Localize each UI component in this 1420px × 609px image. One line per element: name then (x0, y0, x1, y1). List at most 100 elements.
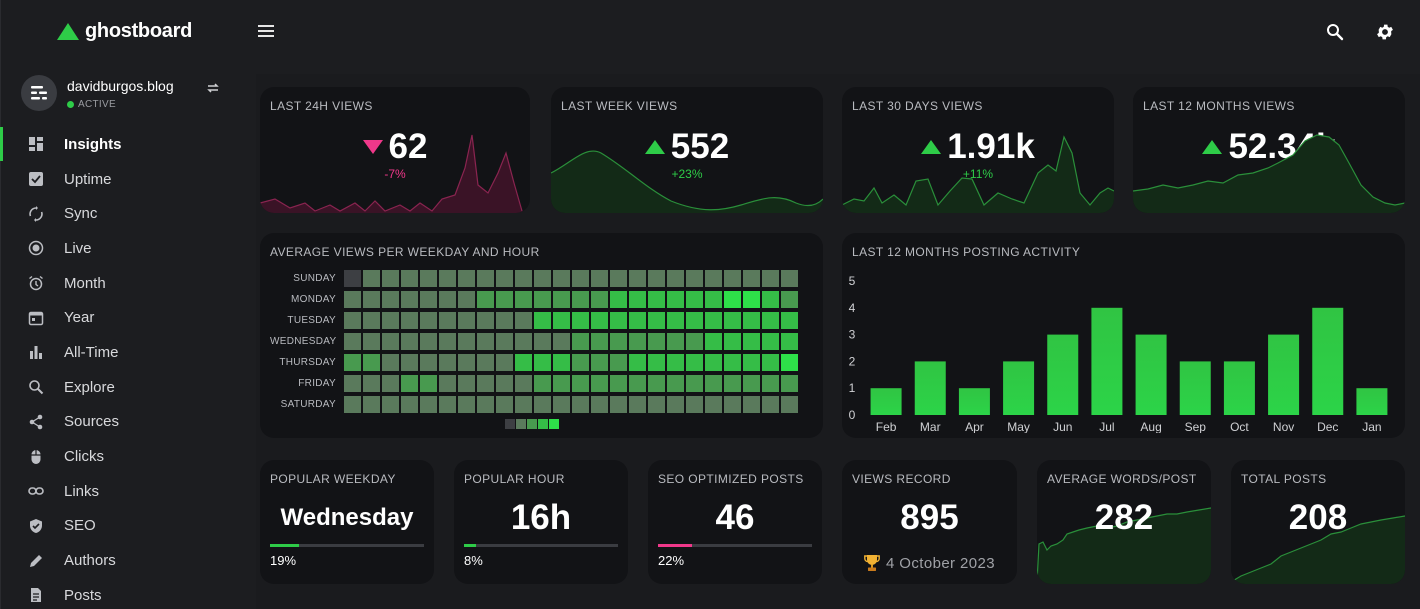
heatmap-cell[interactable] (629, 396, 646, 413)
heatmap-cell[interactable] (648, 354, 665, 371)
heatmap-cell[interactable] (648, 312, 665, 329)
heatmap-cell[interactable] (762, 396, 779, 413)
heatmap-cell[interactable] (743, 270, 760, 287)
heatmap-cell[interactable] (439, 354, 456, 371)
heatmap-cell[interactable] (705, 291, 722, 308)
heatmap-cell[interactable] (401, 333, 418, 350)
heatmap-cell[interactable] (686, 312, 703, 329)
sidebar-item-live[interactable]: Live (1, 231, 245, 266)
site-selector[interactable]: davidburgos.blog ACTIVE (21, 75, 225, 115)
heatmap-cell[interactable] (762, 291, 779, 308)
heatmap-cell[interactable] (610, 291, 627, 308)
heatmap-cell[interactable] (724, 312, 741, 329)
gear-icon[interactable] (1375, 22, 1395, 42)
heatmap-cell[interactable] (553, 312, 570, 329)
heatmap-cell[interactable] (515, 354, 532, 371)
heatmap-cell[interactable] (458, 270, 475, 287)
sidebar-item-clicks[interactable]: Clicks (1, 439, 245, 474)
heatmap-cell[interactable] (591, 312, 608, 329)
sidebar-item-insights[interactable]: Insights (0, 127, 245, 162)
heatmap-cell[interactable] (496, 333, 513, 350)
heatmap-cell[interactable] (610, 375, 627, 392)
heatmap-cell[interactable] (401, 270, 418, 287)
heatmap-cell[interactable] (591, 270, 608, 287)
heatmap-cell[interactable] (553, 354, 570, 371)
heatmap-cell[interactable] (477, 270, 494, 287)
bar-apr[interactable] (958, 388, 990, 415)
heatmap-cell[interactable] (648, 291, 665, 308)
bar-jul[interactable] (1091, 307, 1123, 415)
heatmap-cell[interactable] (344, 291, 361, 308)
heatmap-cell[interactable] (572, 354, 589, 371)
heatmap-cell[interactable] (553, 375, 570, 392)
heatmap-cell[interactable] (724, 333, 741, 350)
heatmap-cell[interactable] (439, 270, 456, 287)
heatmap-cell[interactable] (667, 396, 684, 413)
sidebar-item-seo[interactable]: SEO (1, 509, 245, 544)
heatmap-cell[interactable] (629, 270, 646, 287)
heatmap-cell[interactable] (477, 333, 494, 350)
heatmap-cell[interactable] (648, 396, 665, 413)
heatmap-cell[interactable] (401, 291, 418, 308)
heatmap-cell[interactable] (363, 354, 380, 371)
sidebar-item-authors[interactable]: Authors (1, 543, 245, 578)
heatmap-cell[interactable] (344, 270, 361, 287)
heatmap-cell[interactable] (515, 396, 532, 413)
heatmap-cell[interactable] (496, 354, 513, 371)
heatmap-cell[interactable] (458, 375, 475, 392)
heatmap-cell[interactable] (591, 396, 608, 413)
heatmap-cell[interactable] (705, 354, 722, 371)
heatmap-cell[interactable] (382, 333, 399, 350)
heatmap-cell[interactable] (591, 375, 608, 392)
heatmap-cell[interactable] (629, 333, 646, 350)
heatmap-cell[interactable] (781, 396, 798, 413)
heatmap-cell[interactable] (344, 312, 361, 329)
heatmap-cell[interactable] (477, 291, 494, 308)
bar-jan[interactable] (1356, 388, 1388, 415)
heatmap-cell[interactable] (363, 291, 380, 308)
search-icon[interactable] (1326, 23, 1344, 41)
heatmap-cell[interactable] (477, 375, 494, 392)
heatmap-cell[interactable] (496, 396, 513, 413)
heatmap-cell[interactable] (553, 270, 570, 287)
heatmap-cell[interactable] (420, 375, 437, 392)
bar-may[interactable] (1003, 361, 1035, 415)
heatmap-cell[interactable] (667, 375, 684, 392)
sidebar-item-explore[interactable]: Explore (1, 370, 245, 405)
bar-dec[interactable] (1312, 307, 1344, 415)
bar-sep[interactable] (1179, 361, 1211, 415)
heatmap-cell[interactable] (496, 291, 513, 308)
heatmap-cell[interactable] (743, 333, 760, 350)
heatmap-cell[interactable] (610, 396, 627, 413)
heatmap-cell[interactable] (363, 396, 380, 413)
heatmap-cell[interactable] (629, 291, 646, 308)
heatmap-cell[interactable] (496, 375, 513, 392)
heatmap-cell[interactable] (743, 375, 760, 392)
heatmap-cell[interactable] (401, 375, 418, 392)
heatmap-cell[interactable] (515, 333, 532, 350)
heatmap-cell[interactable] (667, 270, 684, 287)
heatmap-cell[interactable] (515, 270, 532, 287)
heatmap-cell[interactable] (781, 270, 798, 287)
heatmap-cell[interactable] (344, 375, 361, 392)
heatmap-cell[interactable] (382, 291, 399, 308)
heatmap-cell[interactable] (591, 333, 608, 350)
heatmap-cell[interactable] (344, 333, 361, 350)
heatmap-cell[interactable] (724, 375, 741, 392)
heatmap-cell[interactable] (572, 333, 589, 350)
heatmap-cell[interactable] (534, 375, 551, 392)
heatmap-cell[interactable] (515, 291, 532, 308)
heatmap-cell[interactable] (762, 375, 779, 392)
sidebar-item-sync[interactable]: Sync (1, 196, 245, 231)
heatmap-cell[interactable] (401, 312, 418, 329)
heatmap-cell[interactable] (762, 333, 779, 350)
logo[interactable]: ghostboard (57, 20, 192, 43)
heatmap-cell[interactable] (648, 333, 665, 350)
heatmap-cell[interactable] (553, 291, 570, 308)
sidebar-item-uptime[interactable]: Uptime (1, 162, 245, 197)
heatmap-cell[interactable] (458, 396, 475, 413)
heatmap-cell[interactable] (591, 354, 608, 371)
bar-oct[interactable] (1223, 361, 1255, 415)
switch-site-icon[interactable] (205, 80, 221, 96)
bar-mar[interactable] (914, 361, 946, 415)
